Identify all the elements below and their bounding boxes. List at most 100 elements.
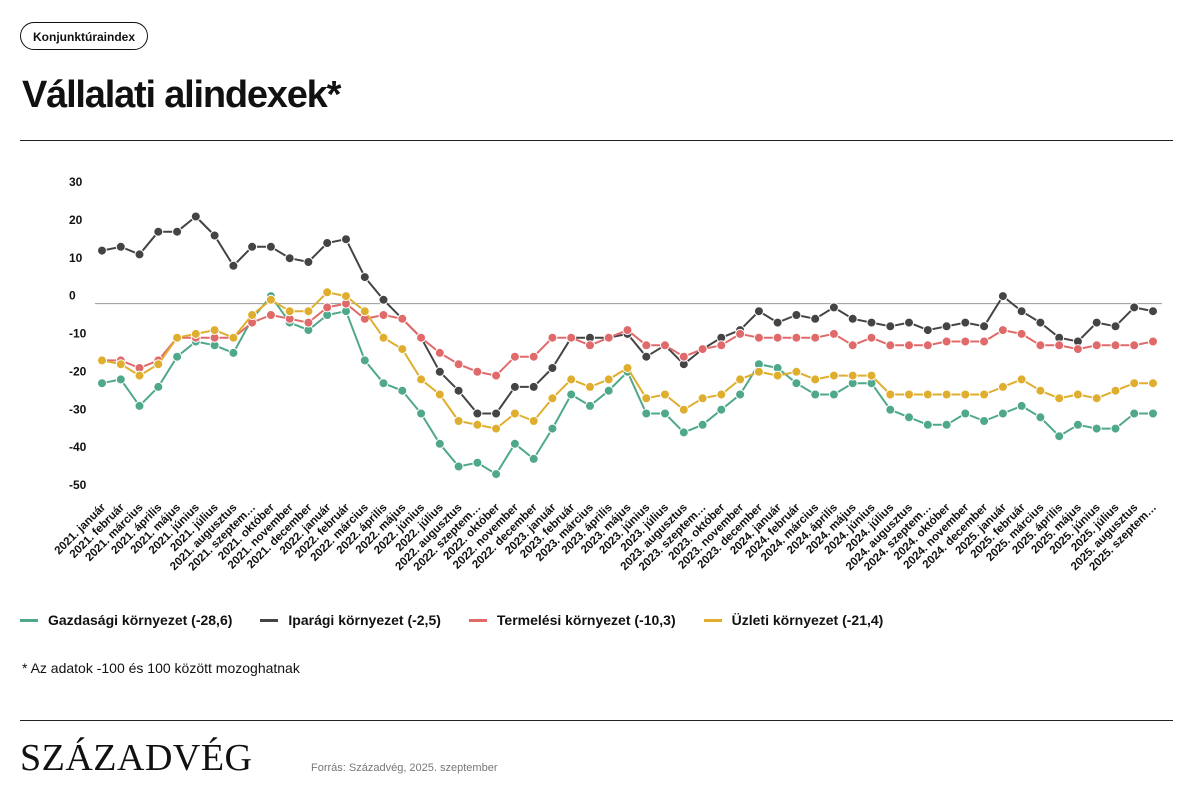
data-point <box>641 340 652 351</box>
data-point <box>453 385 464 396</box>
data-point <box>847 340 858 351</box>
data-point <box>1016 328 1027 339</box>
data-point <box>904 412 914 423</box>
y-tick-label: -50 <box>69 478 87 492</box>
data-point <box>735 374 746 385</box>
y-tick-label: -40 <box>69 440 87 454</box>
data-point <box>753 332 764 343</box>
y-tick-label: 10 <box>69 251 83 265</box>
data-point <box>491 408 502 419</box>
data-point <box>1129 302 1140 313</box>
source-note: Forrás: Századvég, 2025. szeptember <box>311 762 498 774</box>
data-point <box>491 423 502 434</box>
data-point <box>1110 321 1121 332</box>
data-point <box>190 328 201 339</box>
data-point <box>1110 423 1121 434</box>
data-point <box>960 336 971 347</box>
data-point <box>810 313 821 324</box>
data-point <box>904 389 914 400</box>
data-point <box>547 393 558 404</box>
legend-swatch <box>260 618 279 622</box>
data-point <box>397 313 408 324</box>
data-point <box>603 385 614 396</box>
data-point <box>472 457 483 468</box>
data-point <box>528 453 539 464</box>
data-point <box>1110 340 1121 351</box>
data-point <box>753 366 764 377</box>
legend-swatch <box>468 618 487 622</box>
data-point <box>1072 419 1083 430</box>
data-point <box>228 260 239 271</box>
data-point <box>509 438 520 449</box>
data-point <box>866 317 877 328</box>
data-point <box>941 321 952 332</box>
data-point <box>209 230 220 241</box>
data-point <box>509 381 520 392</box>
y-tick-label: 20 <box>69 213 83 227</box>
data-point <box>753 306 764 317</box>
data-point <box>284 253 295 264</box>
legend-label: Üzleti környezet (-21,4) <box>731 612 884 628</box>
data-point <box>1129 408 1140 419</box>
data-point <box>735 389 746 400</box>
data-point <box>772 332 783 343</box>
data-point <box>941 389 952 400</box>
data-point <box>472 419 483 430</box>
data-point <box>153 226 164 237</box>
data-point <box>434 389 445 400</box>
data-point <box>922 389 933 400</box>
data-point <box>1091 423 1102 434</box>
data-point <box>960 317 971 328</box>
data-point <box>660 389 670 400</box>
footnote: * Az adatok -100 és 100 között mozoghatn… <box>22 660 300 676</box>
data-point <box>341 291 351 302</box>
data-point <box>134 370 145 381</box>
data-point <box>434 347 445 358</box>
data-point <box>303 317 314 328</box>
data-point <box>847 370 858 381</box>
data-point <box>265 310 276 320</box>
data-point <box>997 381 1008 392</box>
data-point <box>791 366 802 377</box>
data-point <box>810 332 821 343</box>
data-point <box>603 332 614 343</box>
brand-logo: SZÁZADVÉG <box>20 737 253 779</box>
data-point <box>997 325 1008 336</box>
top-divider <box>20 140 1173 141</box>
data-point <box>322 238 333 248</box>
data-point <box>603 374 614 385</box>
data-point <box>115 241 126 252</box>
data-point <box>828 389 839 400</box>
data-point <box>1035 385 1046 396</box>
data-point <box>509 351 520 362</box>
y-tick-label: -30 <box>69 402 87 416</box>
data-point <box>810 374 821 385</box>
chart-legend: Gazdasági környezet (-28,6) Iparági körny… <box>20 612 883 628</box>
data-point <box>172 226 183 237</box>
data-point <box>491 370 502 381</box>
series-line-0 <box>101 295 1153 476</box>
data-point <box>585 381 595 392</box>
data-point <box>247 241 258 252</box>
data-point <box>378 310 389 320</box>
data-point <box>1016 400 1027 411</box>
data-point <box>228 332 239 343</box>
page-title: Vállalati alindexek* <box>22 74 341 116</box>
data-point <box>678 351 689 362</box>
data-point <box>1148 306 1158 317</box>
data-point <box>134 249 145 260</box>
data-point <box>885 389 896 400</box>
legend-item: Termelési környezet (-10,3) <box>468 612 676 628</box>
data-point <box>378 294 389 305</box>
data-point <box>922 340 933 351</box>
data-point <box>1054 393 1065 404</box>
data-point <box>1129 340 1140 351</box>
data-point <box>172 351 183 362</box>
data-point <box>885 340 896 351</box>
category-tag: Konjunktúraindex <box>20 22 149 50</box>
data-point <box>322 302 333 313</box>
data-point <box>585 340 595 351</box>
data-point <box>303 257 314 267</box>
data-point <box>97 245 107 256</box>
data-point <box>866 332 877 343</box>
